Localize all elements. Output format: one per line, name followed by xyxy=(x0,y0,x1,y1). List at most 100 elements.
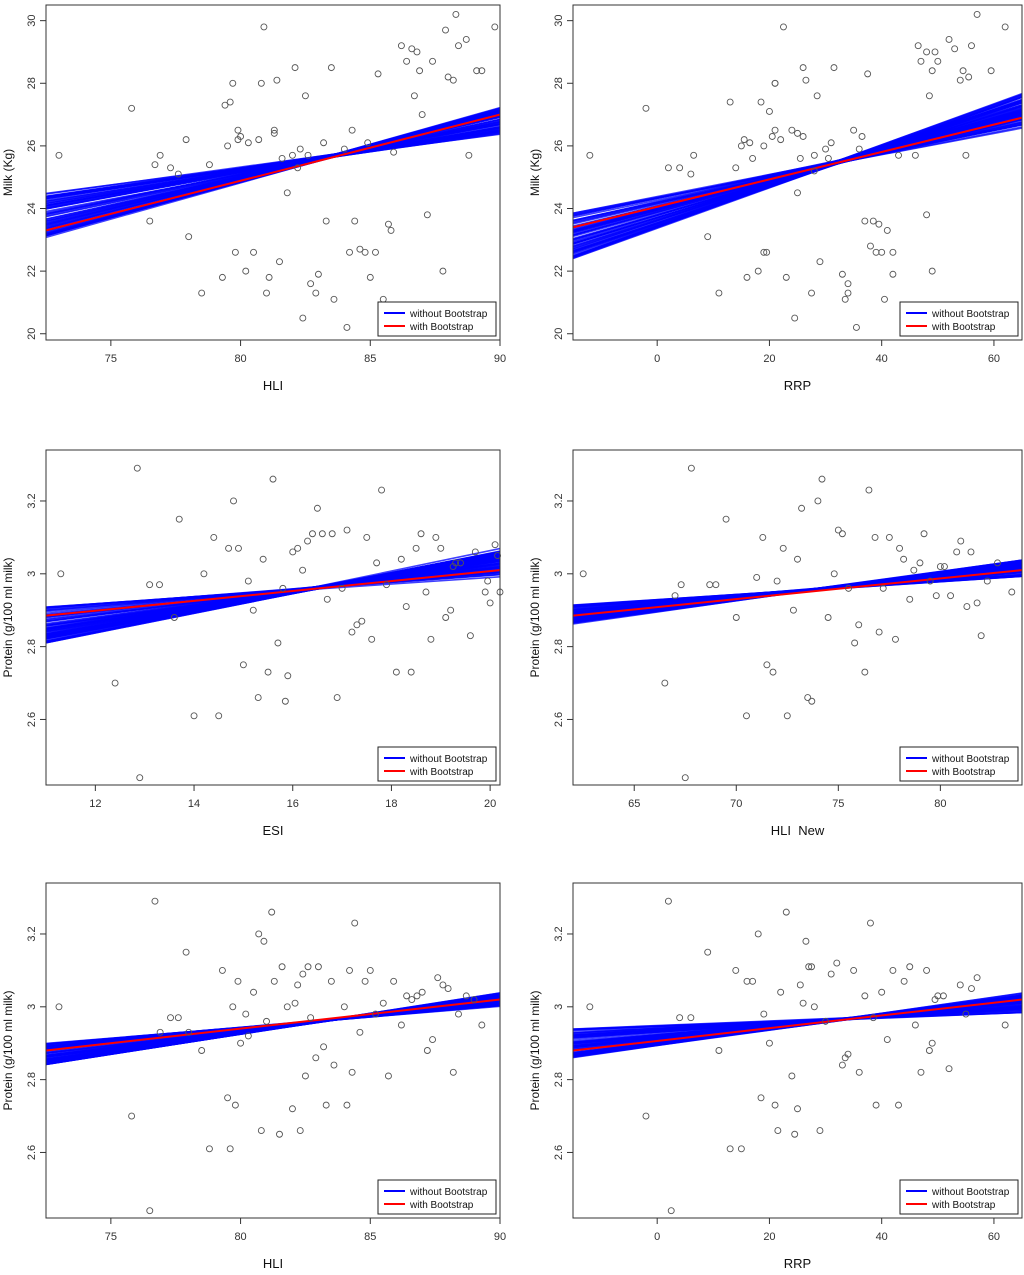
legend-label-without: without Bootstrap xyxy=(931,754,1010,765)
legend-label-with: with Bootstrap xyxy=(409,767,474,778)
y-tick-label: 2.6 xyxy=(26,712,38,727)
data-point xyxy=(276,1130,283,1138)
data-point xyxy=(307,1014,315,1022)
fit-line xyxy=(46,569,500,617)
data-point xyxy=(923,48,931,56)
data-point xyxy=(910,566,918,574)
legend-label-without: without Bootstrap xyxy=(409,1187,488,1198)
data-point xyxy=(850,126,858,134)
data-point xyxy=(782,908,790,916)
data-point xyxy=(442,614,450,621)
fit-line xyxy=(573,116,1022,229)
x-axis-title: HLI xyxy=(263,1256,283,1270)
data-point xyxy=(769,668,777,676)
data-point xyxy=(333,694,341,702)
data-point xyxy=(234,126,242,134)
data-point xyxy=(408,996,416,1003)
y-tick-label: 28 xyxy=(26,77,38,89)
data-point xyxy=(301,92,309,100)
x-tick-label: 40 xyxy=(876,1231,888,1243)
data-point xyxy=(945,1065,953,1073)
panel-protein-rrp: 0 20 40 60 2.6 2.8 3 3.2 RRP Protein (g/100 ml mi… xyxy=(512,835,1024,1271)
data-point xyxy=(824,154,832,162)
bootstrap-lines xyxy=(46,547,500,644)
data-point xyxy=(664,164,672,172)
data-point xyxy=(494,552,501,560)
data-point xyxy=(449,76,457,84)
plot-frame xyxy=(45,449,501,786)
data-point xyxy=(865,486,873,494)
data-point xyxy=(429,1036,436,1044)
data-point xyxy=(858,133,866,140)
fit-line xyxy=(46,113,500,232)
data-point xyxy=(231,1101,239,1109)
data-point xyxy=(822,145,830,153)
data-point xyxy=(864,70,872,78)
y-axis-title: Protein (g/100 ml milk) xyxy=(1,557,15,677)
data-point xyxy=(760,142,768,150)
data-point xyxy=(444,985,452,993)
data-point xyxy=(156,1028,164,1036)
data-point xyxy=(427,635,435,643)
data-point xyxy=(799,64,807,72)
data-point xyxy=(294,544,302,552)
data-point xyxy=(449,563,457,570)
data-point xyxy=(788,126,796,134)
data-point xyxy=(759,533,767,541)
data-point xyxy=(257,1127,265,1135)
data-point xyxy=(372,1010,379,1018)
data-point xyxy=(190,712,198,720)
data-point xyxy=(987,67,995,75)
data-point xyxy=(916,559,924,567)
data-point xyxy=(934,57,942,65)
panel-protein-esi: 12 14 16 18 20 2.6 2.8 3 3.2 ESI Protein (g/100 ml… xyxy=(0,410,512,838)
data-point xyxy=(896,544,903,552)
data-point xyxy=(235,544,242,552)
y-tick-label: 3.2 xyxy=(26,926,38,941)
x-tick-label: 20 xyxy=(763,1231,775,1243)
data-point xyxy=(808,697,816,705)
data-point xyxy=(270,977,278,985)
data-point xyxy=(224,1094,232,1102)
data-point xyxy=(289,151,296,159)
data-point xyxy=(175,515,183,523)
legend: without Bootstrap with Bootstrap xyxy=(377,1179,497,1215)
data-point xyxy=(281,697,289,705)
data-point xyxy=(968,985,975,993)
bootstrap-line xyxy=(46,118,500,221)
data-point xyxy=(760,248,768,256)
data-point xyxy=(928,1039,936,1047)
legend-label-without: without Bootstrap xyxy=(931,1187,1010,1198)
data-point xyxy=(397,42,405,50)
data-point xyxy=(439,981,447,989)
data-point xyxy=(977,632,985,640)
data-point xyxy=(218,273,226,281)
panel-protein-hli-new: 65 70 75 80 2.6 2.8 3 3.2 HLI_New Protein (g/100 … xyxy=(512,410,1024,838)
data-point xyxy=(906,963,914,971)
y-tick-label: 3 xyxy=(553,1004,565,1010)
data-point xyxy=(299,566,307,574)
data-point xyxy=(366,966,374,974)
data-point xyxy=(455,1010,462,1018)
data-point xyxy=(439,267,447,275)
y-axis-title: Protein (g/100 ml milk) xyxy=(528,557,542,677)
data-point xyxy=(403,57,411,65)
data-point xyxy=(900,555,908,563)
data-point xyxy=(953,548,961,556)
data-point xyxy=(872,1101,880,1109)
bootstrap-line xyxy=(573,559,1022,624)
data-point xyxy=(760,1010,768,1018)
data-point xyxy=(259,555,267,563)
data-point xyxy=(676,1014,684,1022)
x-tick-label: 90 xyxy=(494,353,506,365)
data-point xyxy=(356,1028,364,1036)
data-point xyxy=(128,1112,136,1120)
y-tick-label: 26 xyxy=(26,140,38,152)
plot-frame xyxy=(45,882,501,1219)
data-point xyxy=(789,606,797,614)
data-point xyxy=(925,92,933,100)
data-point xyxy=(681,774,689,782)
data-point xyxy=(478,67,486,75)
data-point xyxy=(346,966,353,974)
